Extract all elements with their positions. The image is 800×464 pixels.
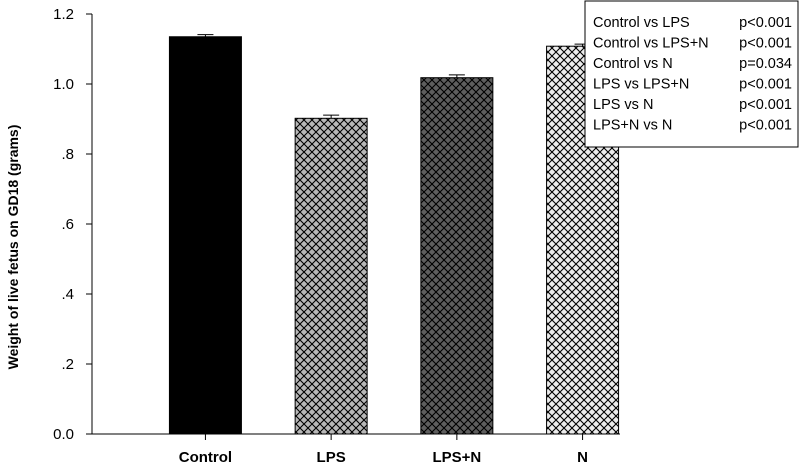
legend-p-value: p=0.034 bbox=[739, 56, 792, 72]
x-tick-label: LPS bbox=[317, 449, 346, 464]
legend-comparison: LPS vs N bbox=[593, 97, 653, 113]
bar-lps bbox=[294, 117, 368, 435]
legend-comparison: Control vs N bbox=[593, 56, 673, 72]
legend-p-value: p<0.001 bbox=[739, 15, 792, 31]
y-axis: 0.0 .2 .4 .6 .8 1.0 1.2 bbox=[53, 6, 93, 443]
bars bbox=[168, 34, 620, 435]
legend-box bbox=[584, 0, 799, 148]
y-tick-label: 0.0 bbox=[53, 426, 74, 443]
legend-comparison: LPS+N vs N bbox=[593, 118, 672, 134]
y-tick-label: 1.0 bbox=[53, 76, 74, 93]
p-value-legend: Control vs LPS p<0.001 Control vs LPS+N p<0… bbox=[584, 0, 799, 148]
legend-p-value: p<0.001 bbox=[739, 77, 792, 93]
y-tick-label: .6 bbox=[61, 216, 74, 233]
legend-p-value: p<0.001 bbox=[739, 118, 792, 134]
legend-comparison: Control vs LPS+N bbox=[593, 36, 709, 52]
bar-lps-n bbox=[420, 77, 494, 435]
y-tick-label: .8 bbox=[61, 146, 74, 163]
legend-p-value: p<0.001 bbox=[739, 36, 792, 52]
y-tick-label: .2 bbox=[61, 356, 74, 373]
legend-p-value: p<0.001 bbox=[739, 97, 792, 113]
legend-comparison: Control vs LPS bbox=[593, 15, 690, 31]
legend-comparison: LPS vs LPS+N bbox=[593, 77, 689, 93]
x-axis: Control LPS LPS+N N bbox=[92, 433, 620, 464]
y-tick-label: .4 bbox=[61, 286, 74, 303]
x-tick-label: LPS+N bbox=[432, 449, 481, 464]
bar-control bbox=[168, 36, 242, 435]
x-tick-label: Control bbox=[179, 449, 232, 464]
x-tick-label: N bbox=[577, 449, 588, 464]
y-tick-label: 1.2 bbox=[53, 6, 74, 23]
y-axis-title: Weight of live fetus on GD18 (grams) bbox=[5, 125, 21, 370]
